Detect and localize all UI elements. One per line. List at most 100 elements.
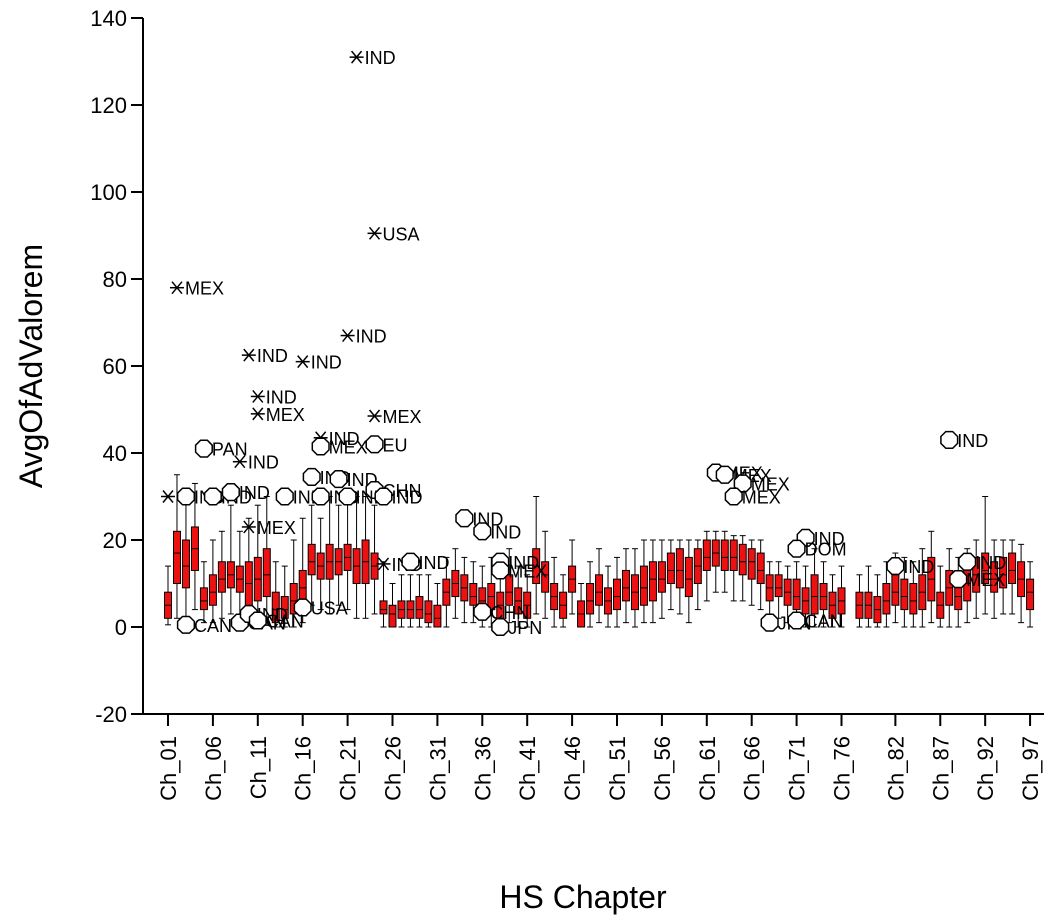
circle-marker [455,509,474,528]
box-rect [181,539,190,589]
box-91 [972,539,981,619]
box-52 [621,548,630,624]
box-rect [774,574,783,598]
box-57 [666,539,675,611]
circle-marker [733,474,752,493]
box-18 [316,517,325,611]
box-rect [657,561,666,593]
outlier-point: IND [401,552,449,573]
outlier-point: IND [958,552,1006,573]
boxes-group [164,474,1035,628]
box-rect [909,583,918,615]
x-axis-title: HS Chapter [499,879,667,915]
box-rect [586,583,595,615]
outlier-point: IND [473,522,521,542]
box-25 [379,561,388,628]
box-80 [873,574,882,628]
box-47 [577,583,586,628]
outlier-point: IND [250,387,297,407]
outlier-label: IND [957,431,988,451]
outlier-point: CAN [787,611,843,631]
x-tick-label: Ch_51 [605,736,630,801]
outlier-label: MEX [751,474,790,494]
box-49 [595,548,604,624]
circle-marker [293,598,312,617]
box-20 [334,504,343,606]
box-60 [693,539,702,611]
box-19 [325,496,334,615]
circle-marker [176,615,196,634]
x-tick-label: Ch_31 [425,736,450,801]
box-64 [729,535,738,602]
box-26 [388,583,397,628]
box-27 [397,574,406,628]
outlier-label: IND [257,346,288,366]
outlier-point: MEX [491,561,547,581]
circle-marker [374,487,393,506]
outlier-point: IND [940,430,988,451]
x-tick-label: Ch_36 [470,736,495,801]
box-rect [469,583,478,606]
x-tick-label: Ch_66 [740,736,765,801]
circle-marker [194,439,213,458]
circle-marker [473,522,492,541]
box-36 [478,565,487,628]
box-34 [460,556,469,624]
box-rect [990,561,999,593]
x-tick-label: Ch_06 [201,736,226,801]
box-41 [523,574,532,628]
outlier-label: USA [311,598,348,618]
outlier-label: IND [418,553,449,573]
circle-marker [302,467,321,486]
box-65 [738,535,747,602]
outlier-label: IND [365,48,396,68]
box-rect [675,548,684,589]
y-tick-label: 120 [90,93,127,118]
box-68 [765,561,774,619]
box-rect [648,561,657,602]
circle-marker [886,557,905,576]
y-tick-label: -20 [95,702,127,727]
box-94 [999,539,1008,615]
box-rect [738,543,747,576]
box-rect [505,574,514,606]
circle-marker [958,552,977,571]
x-tick-label: Ch_56 [650,736,675,801]
box-75 [828,574,837,628]
circle-marker [275,487,294,506]
y-tick-label: 40 [103,441,127,466]
box-96 [1017,543,1026,624]
circle-marker [365,435,384,454]
x-tick-label: Ch_71 [785,736,810,801]
box-17 [307,504,316,606]
outlier-point: MEX [949,570,1005,590]
box-14 [280,565,289,628]
box-53 [630,548,639,628]
circle-marker [311,487,330,506]
star-marker-d2 [297,355,309,369]
box-74 [819,561,828,628]
outlier-label: USA [383,224,420,244]
outlier-label: IND [975,553,1006,573]
x-tick-label: Ch_01 [156,736,181,801]
outlier-point: IND [349,48,396,68]
box-73 [810,548,819,628]
x-tick-label: Ch_92 [973,736,998,801]
box-rect [280,596,289,619]
box-rect [756,552,765,584]
circle-marker [491,617,510,637]
box-13 [271,561,280,628]
y-tick-label: 80 [103,267,127,292]
outlier-point: MEX [367,407,422,427]
box-79 [864,565,873,628]
box-30 [424,574,433,628]
box-76 [837,565,846,628]
circle-marker [940,430,959,450]
outlier-label: IND [903,557,934,577]
outlier-label: MEX [508,561,547,581]
box-3 [181,496,190,624]
box-29 [415,574,424,628]
outlier-point: MEX [241,518,296,538]
box-2 [172,474,181,619]
box-rect [981,552,990,584]
